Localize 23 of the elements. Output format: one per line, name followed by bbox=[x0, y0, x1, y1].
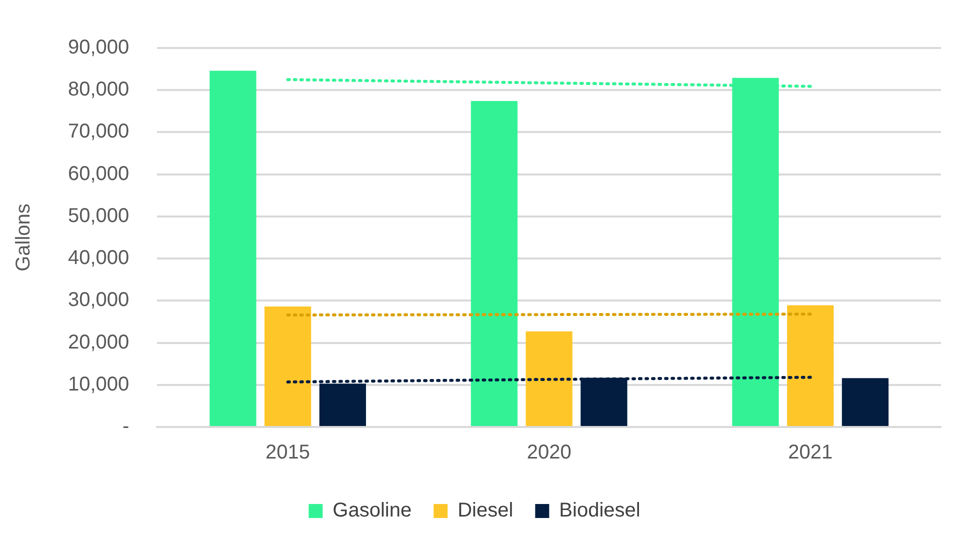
legend-label: Biodiesel bbox=[559, 500, 640, 522]
legend-label: Gasoline bbox=[332, 500, 412, 522]
y-tick-label: 20,000 bbox=[68, 331, 130, 354]
y-tick-label: - bbox=[122, 416, 130, 438]
bar bbox=[842, 378, 889, 426]
y-tick-label: 50,000 bbox=[68, 204, 130, 227]
legend-label: Diesel bbox=[458, 500, 514, 522]
bar bbox=[787, 305, 834, 426]
y-tick-label: 80,000 bbox=[68, 78, 130, 101]
y-tick-label: 40,000 bbox=[68, 247, 130, 270]
x-tick-label: 2021 bbox=[788, 442, 833, 464]
bar bbox=[526, 331, 572, 426]
y-tick-label: 60,000 bbox=[68, 162, 130, 185]
x-tick-label: 2015 bbox=[266, 442, 310, 464]
y-tick-label: 10,000 bbox=[68, 373, 130, 396]
x-tick-label: 2020 bbox=[526, 442, 572, 464]
y-tick-label: 30,000 bbox=[68, 289, 130, 312]
y-axis-title: Gallons bbox=[12, 204, 35, 272]
bar bbox=[264, 306, 312, 426]
bar bbox=[210, 70, 256, 426]
y-tick-label: 70,000 bbox=[68, 120, 130, 143]
y-tick-label: 90,000 bbox=[68, 36, 130, 59]
bar bbox=[470, 101, 518, 426]
